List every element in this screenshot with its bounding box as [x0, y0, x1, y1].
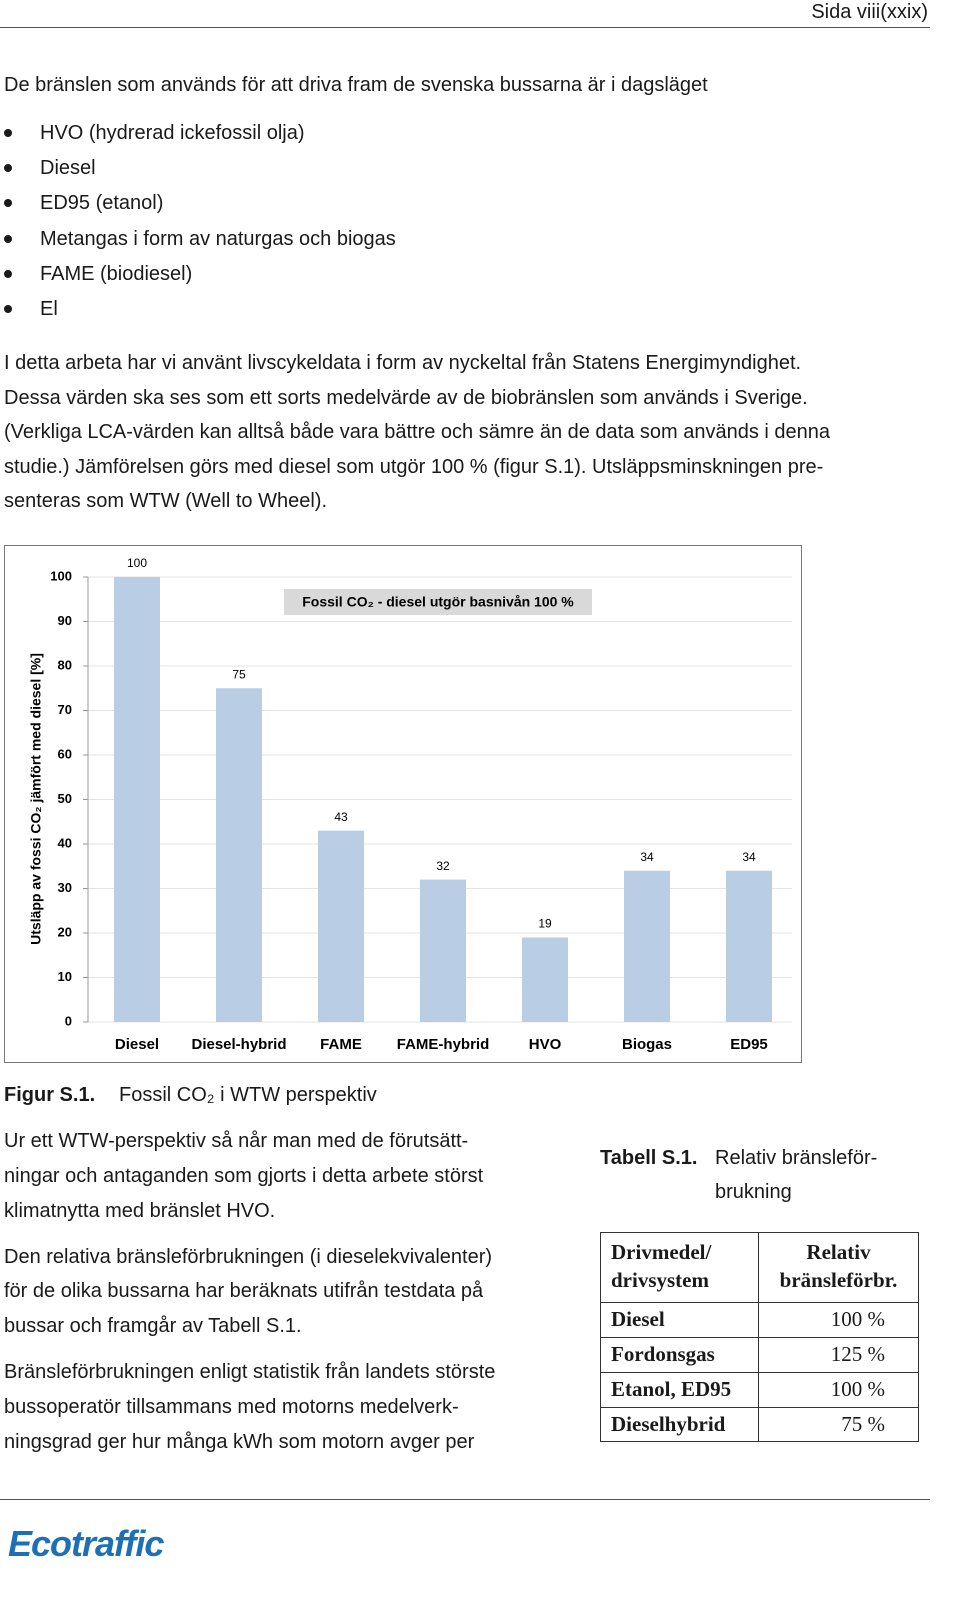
paragraph-line: studie.) Jämförelsen görs med diesel som… [4, 455, 824, 478]
y-tick-label: 30 [58, 880, 72, 895]
table-cell: Diesel [611, 1307, 665, 1331]
table-divider [601, 1337, 918, 1338]
bar [318, 830, 364, 1022]
y-tick-label: 90 [58, 613, 72, 628]
bullet-item: FAME (biodiesel) [40, 262, 193, 285]
bullet-dot [4, 129, 12, 137]
table-divider [601, 1372, 918, 1373]
table-divider [601, 1302, 918, 1303]
bar [624, 870, 670, 1022]
bullet-item: El [40, 298, 58, 320]
value-label: 34 [742, 850, 756, 864]
paragraph-line: Den relativa bränsleförbrukningen (i die… [4, 1245, 493, 1268]
bar [522, 937, 568, 1022]
intro: De bränslen som används för att driva fr… [4, 74, 708, 96]
table-label: Tabell S.1. [600, 1147, 698, 1169]
bullet-item: Diesel [40, 157, 96, 180]
paragraph-line: Ur ett WTW-perspektiv så når man med de … [4, 1130, 469, 1152]
bar [726, 870, 772, 1022]
table-cell: 125 % [830, 1342, 885, 1366]
paragraph-line: Dessa värden ska ses som ett sorts medel… [4, 386, 808, 409]
y-tick-label: 80 [58, 657, 72, 672]
paragraph-line: bussar och framgår av Tabell S.1. [4, 1315, 302, 1338]
page-number: Sida viii(xxix) [811, 1, 928, 23]
table-cell: Dieselhybrid [611, 1412, 726, 1436]
x-tick-label: Diesel-hybrid [191, 1036, 286, 1053]
chart: Fossil CO₂ - diesel utgör basnivån 100 %… [4, 545, 802, 1063]
paragraph-line: ningsgrad ger hur många kWh som motorn a… [4, 1430, 475, 1453]
table-cell: 75 % [841, 1412, 885, 1436]
value-label: 75 [232, 667, 246, 681]
paragraph-line: Bränsleförbrukningen enligt statistik fr… [4, 1361, 496, 1383]
paragraph-line: för de olika bussarna har beräknats utif… [4, 1280, 484, 1303]
value-label: 43 [334, 810, 348, 824]
bullet-item: ED95 (etanol) [40, 192, 164, 215]
table-cell: 100 % [830, 1307, 885, 1331]
paragraph-line: ningar och antaganden som gjorts i detta… [4, 1164, 484, 1187]
y-tick-label: 100 [50, 568, 72, 583]
paragraph-line: klimatnytta med bränslet HVO. [4, 1199, 276, 1222]
bullet-item: HVO (hydrerad ickefossil olja) [40, 122, 305, 144]
paragraph-line: senteras som WTW (Well to Wheel). [4, 490, 328, 513]
table: Drivmedel/drivsystem Relativ bränsleförbr.… [600, 1232, 919, 1442]
y-tick-label: 50 [58, 791, 72, 806]
bullet-dot [4, 269, 12, 278]
bar [216, 688, 262, 1022]
table-header: drivsystem [611, 1268, 709, 1292]
y-tick-label: 0 [65, 1013, 72, 1028]
bar [420, 879, 466, 1022]
header-rule [0, 27, 930, 28]
annotation-box [284, 589, 592, 615]
paragraph-line: I detta arbeta har vi använt livscykelda… [4, 352, 802, 374]
figure-label: Figur S.1. [4, 1084, 96, 1106]
x-tick-label: ED95 [730, 1036, 768, 1053]
y-axis-title: Utsläpp av fossi CO₂ jämfört med diesel … [28, 653, 44, 945]
logo: Ecotraffic [8, 1523, 164, 1564]
bullet-dot [4, 164, 12, 173]
paragraph-line: (Verkliga LCA-värden kan alltså både var… [4, 421, 831, 444]
y-tick-label: 20 [58, 924, 72, 939]
bullet-item: Metangas i form av naturgas och biogas [40, 227, 396, 250]
value-label: 19 [538, 917, 552, 931]
table-caption: Relativ bränsleför- [715, 1147, 878, 1169]
table-divider [601, 1407, 918, 1408]
value-label: 100 [127, 556, 147, 570]
y-tick-label: 60 [58, 746, 72, 761]
table-cell: 100 % [830, 1377, 885, 1401]
y-tick-label: 40 [58, 835, 72, 850]
y-tick-label: 70 [58, 702, 72, 717]
x-tick-label: Diesel [115, 1036, 159, 1053]
bullet-dot [4, 234, 12, 243]
footer-rule [0, 1499, 930, 1500]
x-tick-label: HVO [529, 1036, 562, 1053]
bullet-dot [4, 305, 12, 313]
table-cell: Etanol, ED95 [611, 1377, 732, 1401]
table-caption: brukning [715, 1181, 792, 1203]
y-tick-label: 10 [58, 969, 72, 984]
table-cell: Fordonsgas [611, 1342, 715, 1366]
x-tick-label: Biogas [622, 1036, 672, 1053]
paragraph-line: bussoperatör tillsammans med motorns med… [4, 1395, 459, 1418]
annotation: Fossil CO₂ - diesel utgör basnivån 100 % [302, 594, 574, 610]
table-header: Drivmedel/ [611, 1240, 712, 1264]
x-tick-label: FAME [320, 1036, 362, 1053]
value-label: 32 [436, 859, 450, 873]
bar [114, 577, 160, 1022]
table-header: bränsleförbr. [779, 1268, 898, 1292]
value-label: 34 [640, 850, 654, 864]
figure-caption: Fossil CO₂ i WTW perspektiv [119, 1084, 377, 1106]
x-tick-label: FAME-hybrid [397, 1036, 490, 1053]
table-header: Relativ [806, 1240, 871, 1264]
bullet-dot [4, 199, 12, 208]
